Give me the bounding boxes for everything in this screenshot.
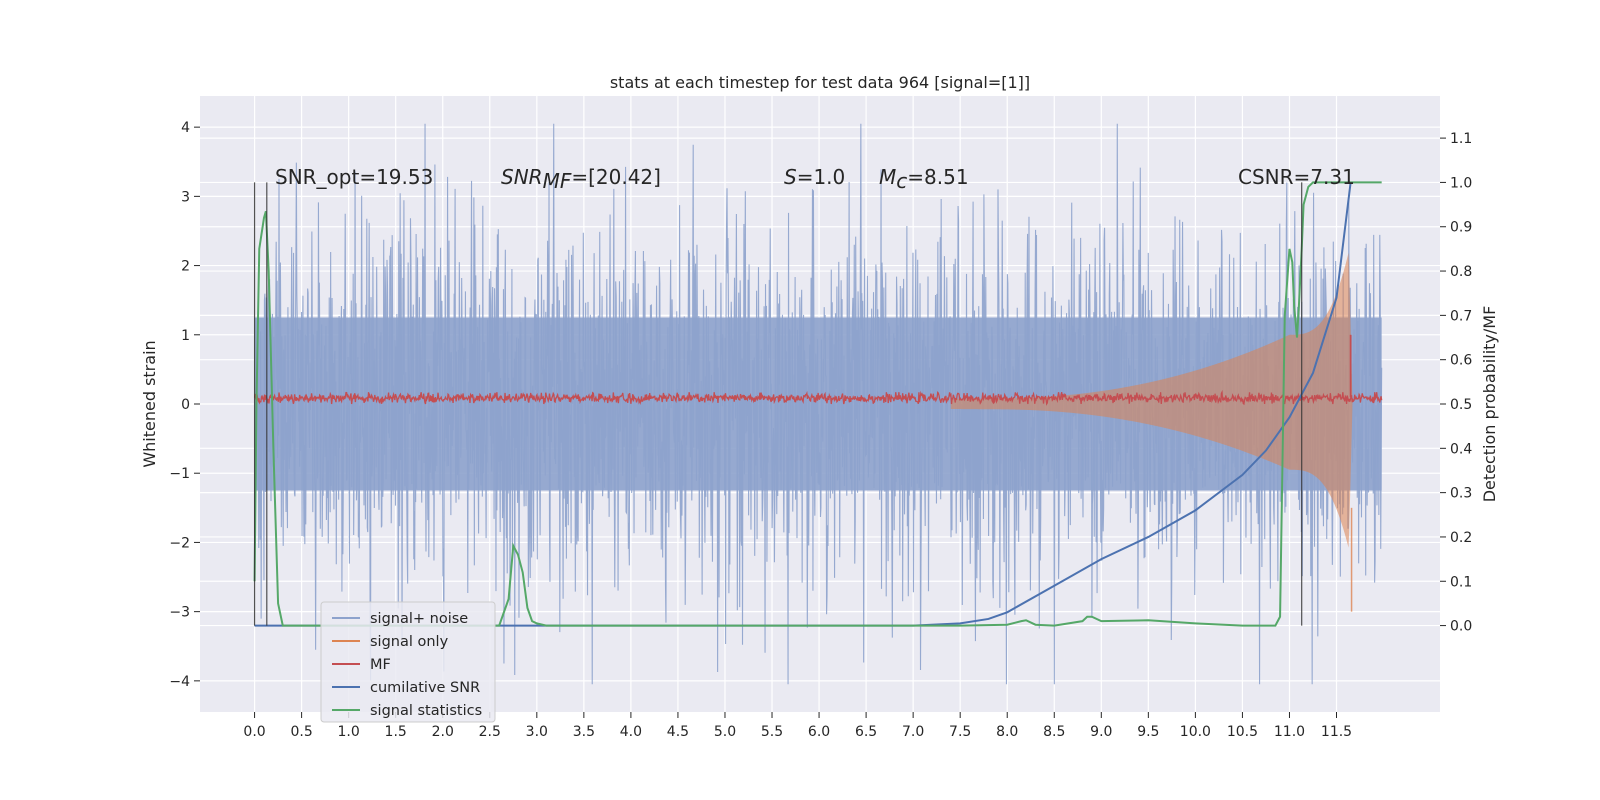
y-left-tick-label: 2 [181,259,190,275]
annotation-snr-mf: SNRMF=[20.42] [501,165,661,193]
x-tick-labels: 0.0 0.5 1.0 1.5 2.0 2.5 3.0 3.5 4.0 4.5 5.0 5.5 6.0 6… [243,712,1352,740]
legend-box [320,601,496,723]
x-tick-label: 1.0 [338,724,360,740]
y-axis-label-right: Detection probability/MF [1480,306,1499,503]
x-tick-label: 8.0 [996,724,1018,740]
x-tick-label: 0.0 [243,724,265,740]
y-left-tick-label: 1 [181,328,190,344]
annotation-s-name: S [784,165,797,189]
x-tick-label: 7.5 [949,724,971,740]
x-tick-label: 2.0 [432,724,454,740]
x-tick-label: 4.0 [620,724,642,740]
y-left-tick-label: 3 [181,189,190,205]
x-tick-label: 6.5 [855,724,877,740]
y-left-tick-label: 0 [181,397,190,413]
y-left-tick-label: 4 [181,120,190,136]
series-signal-statistics [253,181,1382,627]
x-tick-label: 5.0 [714,724,736,740]
annotation-mc: Mc=8.51 [879,165,969,193]
x-tick-label: 9.0 [1090,724,1112,740]
x-tick-label: 9.5 [1137,724,1159,740]
chart-title: stats at each timestep for test data 964… [610,73,1030,92]
annotations: SNR_opt=19.53 SNRMF=[20.42] S=1.0 Mc=8.5… [275,165,1355,193]
annotation-csnr: CSNR=7.31 [1238,165,1355,189]
x-tick-label: 0.5 [290,724,312,740]
annotation-snr-mf-name: SNR [501,165,543,189]
y-right-tick-label: 1.0 [1450,175,1472,191]
x-tick-label: 8.5 [1043,724,1065,740]
y-right-tick-label: 0.7 [1450,308,1472,324]
legend-label: signal+ noise [370,611,468,627]
legend-items: signal+ noise signal only MF cumilative SNR… [332,611,482,719]
x-tick-label: 6.0 [808,724,830,740]
y-right-tick-label: 0.8 [1450,264,1472,280]
series-mf [253,389,1383,406]
y-left-tick-label: −4 [169,674,190,690]
legend-label: signal only [370,634,449,650]
y-right-tick-label: 0.3 [1450,486,1472,502]
y-left-tick-label: −3 [169,605,190,621]
y-left-tick-labels: 4 3 2 1 0 −1 −2 −3 −4 [169,120,200,690]
series-cumulative-snr [254,182,1352,627]
annotation-snr-mf-value: =[20.42] [571,165,661,189]
legend-label: MF [370,657,391,673]
legend-label: signal statistics [370,703,482,719]
y-right-tick-label: 0.1 [1450,574,1472,590]
x-tick-label: 4.5 [667,724,689,740]
x-tick-label: 7.0 [902,724,924,740]
x-tick-label: 11.5 [1321,724,1352,740]
y-right-tick-label: 0.5 [1450,397,1472,413]
x-tick-label: 2.5 [479,724,501,740]
legend-label: cumilative SNR [370,680,480,696]
x-tick-label: 10.5 [1227,724,1258,740]
y-right-tick-labels: 1.1 1.0 0.9 0.8 0.7 0.6 0.5 0.4 0.3 0.2 0.1 0.0 [1440,131,1472,635]
annotation-snr-opt: SNR_opt=19.53 [275,165,433,189]
y-right-tick-label: 0.0 [1450,619,1472,635]
annotation-s-value: =1.0 [797,165,846,189]
annotation-mc-value: =8.51 [907,165,968,189]
x-tick-label: 11.0 [1274,724,1305,740]
x-tick-label: 5.5 [761,724,783,740]
y-left-tick-label: −1 [169,466,190,482]
series-signal-only [950,252,1353,548]
legend: signal+ noise signal only MF cumilative SNR… [320,601,496,723]
series-layer [253,123,1383,685]
y-right-tick-label: 1.1 [1450,131,1472,147]
y-right-tick-label: 0.2 [1450,530,1472,546]
y-right-tick-label: 0.4 [1450,441,1472,457]
x-tick-label: 3.0 [526,724,548,740]
y-right-tick-label: 0.6 [1450,353,1472,369]
x-tick-label: 1.5 [385,724,407,740]
annotation-mc-sub: c [896,169,907,193]
x-tick-label: 3.5 [573,724,595,740]
annotation-snr-mf-sub: MF [543,169,572,193]
y-axis-label-left: Whitened strain [140,340,159,467]
annotation-s: S=1.0 [784,165,845,189]
y-left-tick-label: −2 [169,535,190,551]
x-tick-label: 10.0 [1180,724,1211,740]
y-right-tick-label: 0.9 [1450,220,1472,236]
annotation-mc-name: M [879,165,896,189]
vertical-markers [253,182,1303,626]
